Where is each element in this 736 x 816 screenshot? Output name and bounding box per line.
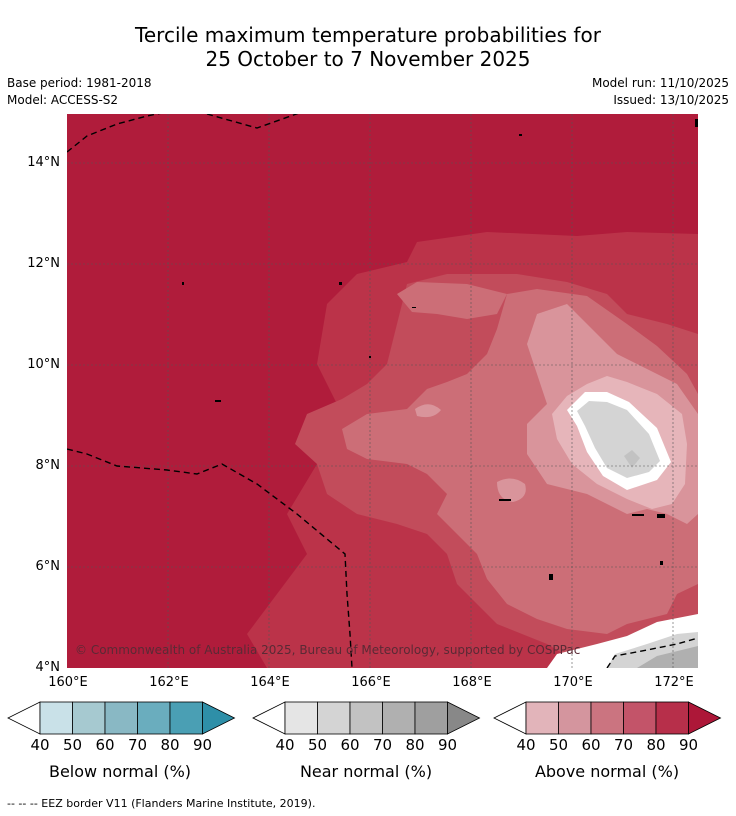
lat-tick-14n: 14°N bbox=[27, 155, 60, 170]
colorbar-above-tick: 90 bbox=[678, 736, 699, 754]
colorbar-below-tick: 90 bbox=[192, 736, 213, 754]
colorbar-below-segment bbox=[169, 701, 203, 735]
islands bbox=[182, 119, 698, 580]
chart-title-line-1: Tercile maximum temperature probabilitie… bbox=[135, 23, 601, 47]
lon-tick-172e: 172°E bbox=[654, 675, 694, 690]
colorbar-above-tick: 60 bbox=[581, 736, 601, 754]
colorbar-below-segment bbox=[39, 701, 73, 735]
model-name: Model: ACCESS-S2 bbox=[7, 93, 119, 107]
colorbar-below-max-arrow bbox=[202, 701, 236, 735]
lon-tick-162e: 162°E bbox=[149, 675, 189, 690]
colorbar-below-tick: 60 bbox=[95, 736, 115, 754]
lat-tick-6n: 6°N bbox=[35, 559, 61, 574]
colorbar-near-label: Near normal (%) bbox=[299, 762, 433, 781]
colorbar-above-tick: 40 bbox=[516, 736, 536, 754]
lon-tick-164e: 164°E bbox=[250, 675, 290, 690]
model-run: Model run: 11/10/2025 bbox=[591, 76, 729, 90]
copyright-notice: © Commonwealth of Australia 2025, Bureau… bbox=[75, 643, 580, 657]
colorbar-near-tick: 40 bbox=[275, 736, 295, 754]
colorbar-near-segment bbox=[284, 701, 318, 735]
colorbar-near-tick: 50 bbox=[307, 736, 328, 754]
colorbar-above-segment bbox=[525, 701, 559, 735]
colorbar-above-min-arrow bbox=[493, 701, 527, 735]
colorbar-below bbox=[7, 701, 236, 735]
lat-tick-12n: 12°N bbox=[27, 256, 60, 271]
colorbar-below-tick: 40 bbox=[30, 736, 50, 754]
lat-tick-8n: 8°N bbox=[35, 458, 61, 473]
shade-60-above-west bbox=[397, 282, 507, 319]
colorbars-svg bbox=[7, 701, 722, 735]
map-svg: © Commonwealth of Australia 2025, Bureau… bbox=[67, 114, 698, 668]
colorbar-near-segment bbox=[317, 701, 351, 735]
lon-tick-168e: 168°E bbox=[452, 675, 492, 690]
eez-footnote: -- -- -- EEZ border V11 (Flanders Marine… bbox=[7, 797, 316, 810]
lon-tick-160e: 160°E bbox=[48, 675, 88, 690]
colorbar-below-tick: 50 bbox=[62, 736, 83, 754]
colorbar-above-tick: 80 bbox=[646, 736, 666, 754]
eez-border bbox=[67, 114, 698, 668]
colorbar-below-tick: 70 bbox=[127, 736, 148, 754]
colorbar-above-segment bbox=[558, 701, 592, 735]
lon-tick-166e: 166°E bbox=[351, 675, 391, 690]
colorbar-near-tick: 80 bbox=[405, 736, 425, 754]
colorbar-above-tick: 70 bbox=[613, 736, 634, 754]
colorbar-near-tick: 60 bbox=[340, 736, 360, 754]
colorbar-above-label: Above normal (%) bbox=[534, 762, 680, 781]
base-period: Base period: 1981-2018 bbox=[7, 76, 152, 90]
graticule bbox=[67, 114, 698, 668]
colorbar-near-tick: 90 bbox=[437, 736, 458, 754]
colorbar-above-segment bbox=[655, 701, 689, 735]
colorbar-above-max-arrow bbox=[688, 701, 722, 735]
colorbar-below-min-arrow bbox=[7, 701, 41, 735]
shade-50-above-island bbox=[497, 478, 526, 502]
lat-tick-4n: 4°N bbox=[35, 660, 61, 675]
colorbar-above-segment bbox=[623, 701, 657, 735]
colorbar-below-segment bbox=[72, 701, 106, 735]
colorbar-above bbox=[493, 701, 722, 735]
colorbar-below-segment bbox=[104, 701, 138, 735]
issued-date: Issued: 13/10/2025 bbox=[613, 93, 729, 107]
colorbar-near-segment bbox=[349, 701, 383, 735]
colorbar-below-label: Below normal (%) bbox=[48, 762, 192, 781]
shade-60-near bbox=[624, 450, 640, 468]
colorbar-near bbox=[252, 701, 481, 735]
chart-title-line-2: 25 October to 7 November 2025 bbox=[205, 47, 531, 71]
probability-map: © Commonwealth of Australia 2025, Bureau… bbox=[67, 114, 698, 668]
colorbar-below-segment bbox=[137, 701, 171, 735]
colorbar-near-segment bbox=[414, 701, 448, 735]
colorbar-above-segment bbox=[590, 701, 624, 735]
shade-near-south-dark bbox=[637, 646, 698, 668]
colorbar-near-min-arrow bbox=[252, 701, 286, 735]
shade-50-above-small bbox=[415, 404, 441, 418]
colorbar-below-tick: 80 bbox=[160, 736, 180, 754]
colorbar-near-max-arrow bbox=[447, 701, 481, 735]
colorbar-near-segment bbox=[382, 701, 416, 735]
colorbar-above-tick: 50 bbox=[548, 736, 569, 754]
lat-tick-10n: 10°N bbox=[27, 357, 60, 372]
lon-tick-170e: 170°E bbox=[553, 675, 593, 690]
colorbar-near-tick: 70 bbox=[372, 736, 393, 754]
